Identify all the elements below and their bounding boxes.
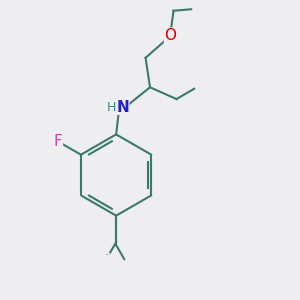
Text: N: N — [116, 100, 129, 115]
Text: H: H — [107, 100, 116, 113]
Text: methyl: methyl — [106, 254, 111, 255]
Text: F: F — [54, 134, 62, 149]
Text: O: O — [165, 28, 177, 43]
